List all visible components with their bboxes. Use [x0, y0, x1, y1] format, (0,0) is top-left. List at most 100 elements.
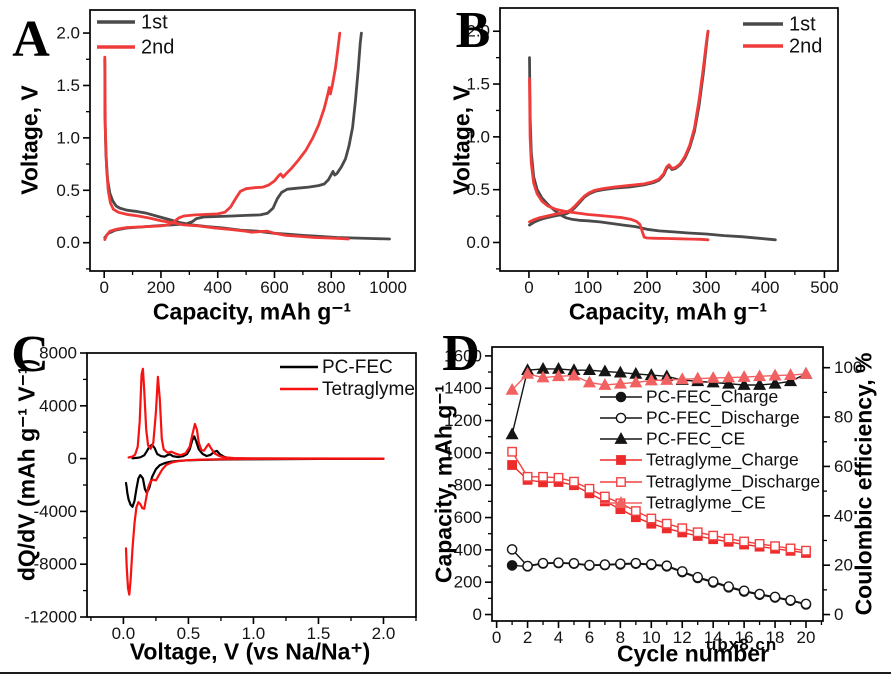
series-1st-discharge: [103, 57, 391, 241]
legend-marker: [614, 432, 628, 444]
panel-c-x-axis-title: Voltage, V (vs Na/Na⁺): [129, 638, 371, 665]
y-tick-label: 600: [454, 508, 482, 527]
legend-label: PC-FEC_Charge: [646, 387, 778, 408]
legend-label: Tetraglyme: [322, 379, 415, 400]
marker-pc-fec_discharge: [584, 559, 595, 571]
legend-label: PC-FEC_Discharge: [646, 408, 800, 429]
plot-frame: [89, 9, 416, 272]
legend-label: 1st: [789, 13, 816, 35]
y-tick-label: 0: [473, 605, 482, 624]
y-tick-label: 1400: [445, 379, 482, 398]
marker-pc-fec_discharge: [506, 544, 518, 555]
marker-tetraglyme_ce: [784, 368, 798, 380]
marker-pc-fec_ce: [505, 427, 519, 440]
x-tick-label: 200: [633, 278, 661, 297]
y-tick-label: 20: [834, 556, 853, 575]
series-1st-charge: [528, 29, 710, 227]
panel-b-x-axis-title: Capacity, mAh g⁻¹: [568, 298, 768, 325]
x-tick-label: 20: [797, 628, 816, 647]
x-tick-label: 300: [692, 278, 720, 297]
marker-tetraglyme_discharge: [770, 541, 780, 552]
x-tick-label: 16: [735, 628, 754, 647]
marker-tetraglyme_ce: [644, 373, 658, 386]
bottom-border: [0, 672, 891, 674]
marker-tetraglyme_ce: [660, 373, 674, 385]
series-2nd-charge: [528, 29, 710, 224]
legend-label: PC-FEC: [322, 357, 393, 378]
marker-pc-fec_discharge: [599, 559, 611, 570]
legend-label: 1st: [141, 11, 168, 33]
y-tick-label: 8000: [39, 343, 77, 362]
legend-label: Tetraglyme_Discharge: [646, 472, 820, 493]
y-tick-label: 1.0: [56, 128, 80, 147]
x-tick-label: 600: [260, 278, 288, 297]
marker-tetraglyme_ce: [613, 376, 627, 389]
marker-tetraglyme_discharge: [507, 446, 518, 457]
legend-marker: [615, 412, 627, 424]
marker-pc-fec_discharge: [723, 581, 734, 592]
marker-tetraglyme_discharge: [661, 518, 672, 529]
marker-pc-fec_ce: [768, 376, 782, 389]
y-tick-label: 200: [454, 573, 482, 592]
marker-tetraglyme_discharge: [739, 536, 750, 547]
marker-tetraglyme_discharge: [692, 527, 703, 538]
legend-label: Tetraglyme_Charge: [646, 450, 799, 471]
marker-pc-fec_ce: [784, 374, 798, 387]
legend-marker: [614, 496, 628, 508]
marker-tetraglyme_ce: [505, 382, 519, 395]
marker-tetraglyme_discharge: [569, 476, 579, 487]
series-tetraglyme-charge: [127, 367, 385, 460]
marker-pc-fec_discharge: [522, 560, 533, 572]
x-tick-label: 2.0: [372, 624, 396, 643]
marker-tetraglyme_ce: [737, 370, 751, 382]
marker-pc-fec_discharge: [630, 557, 642, 569]
x-tick-label: 0.5: [177, 624, 201, 643]
y-tick-label: -12000: [24, 607, 77, 626]
y-tick-label: 0.0: [466, 233, 490, 252]
legend-marker: [616, 455, 626, 465]
marker-pc-fec_ce: [598, 364, 612, 377]
series-1st-discharge: [528, 56, 777, 242]
x-tick-label: 0: [524, 278, 533, 297]
plot-frame: [491, 346, 824, 622]
y-tick-label: 400: [454, 540, 482, 559]
panel-a-canvas: 0 200 400 600 800 1000 0.0 0.5 1.0 1.5 2.0 1st 2nd: [56, 9, 416, 297]
x-tick-label: 18: [766, 628, 785, 647]
y-tick-label: 800: [454, 476, 482, 495]
panel-a-y-axis-title: Voltage, V: [16, 85, 43, 195]
legend-marker: [615, 391, 627, 403]
panel-c-y-axis-title: dQ/dV (mAh g⁻¹ V⁻¹): [13, 358, 40, 582]
x-tick-label: 1.0: [242, 624, 266, 643]
y-tick-label: -8000: [34, 555, 77, 574]
marker-tetraglyme_discharge: [630, 506, 641, 516]
marker-tetraglyme_discharge: [677, 523, 688, 534]
marker-tetraglyme_ce: [567, 368, 581, 381]
panel-label-b: B: [455, 1, 491, 59]
y-tick-label: 40: [834, 506, 853, 525]
y-tick-label: 100: [834, 358, 862, 377]
marker-tetraglyme_ce: [552, 369, 566, 382]
marker-pc-fec_discharge: [692, 571, 704, 583]
marker-pc-fec_discharge: [646, 558, 657, 570]
marker-pc-fec_discharge: [800, 598, 812, 610]
marker-tetraglyme_discharge: [553, 472, 564, 483]
marker-pc-fec_charge: [506, 560, 518, 571]
y-tick-label: 1200: [445, 411, 482, 430]
marker-tetraglyme_discharge: [646, 513, 657, 524]
marker-tetraglyme_ce: [675, 372, 689, 385]
panel-d-x-axis-title: Cycle number: [616, 640, 770, 667]
marker-tetraglyme_ce: [536, 370, 550, 383]
panel-c-canvas: 0.0 0.5 1.0 1.5 2.0 8000 4000 0 -4000 -8000 -12000…: [24, 343, 417, 643]
panel-d-right-axis-title: Coulombic efficiency, %: [850, 352, 877, 616]
legend-label: 2nd: [141, 36, 174, 58]
legend-label: Tetraglyme_CE: [646, 493, 766, 514]
x-tick-label: 800: [317, 278, 345, 297]
y-tick-label: 2.0: [56, 24, 80, 43]
marker-pc-fec_ce: [722, 376, 736, 389]
marker-pc-fec_discharge: [707, 576, 719, 587]
marker-tetraglyme_ce: [691, 371, 705, 384]
marker-tetraglyme_ce: [768, 368, 782, 381]
marker-pc-fec_discharge: [754, 588, 765, 600]
